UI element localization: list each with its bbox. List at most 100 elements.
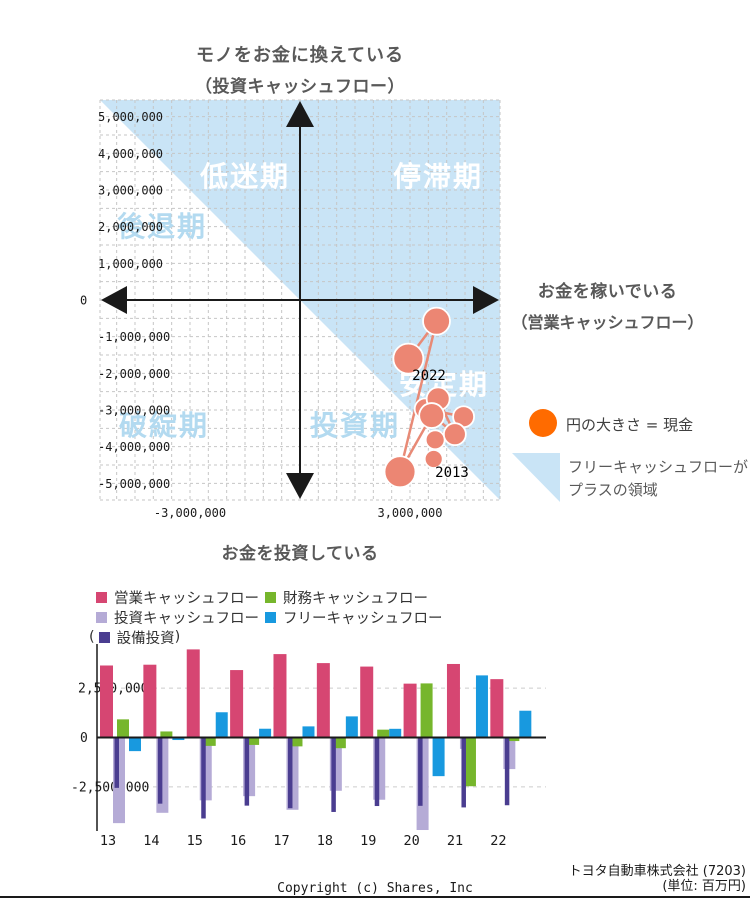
bar-operating-20 <box>403 683 417 738</box>
scatter-point-2018 <box>425 386 451 412</box>
scatter-x-axis-title: お金を稼いでいる （営業キャッシュフロー） <box>500 277 715 333</box>
bar-free-18 <box>345 716 358 738</box>
y-tick-label: 5,000,000 <box>98 110 163 124</box>
scatter-trail-line <box>398 319 465 474</box>
investing-cf-swatch <box>96 611 107 623</box>
positive-area-legend-line2: プラスの領域 <box>568 481 658 499</box>
operating-cf-label: 営業キャッシュフロー <box>114 590 259 607</box>
series-operating <box>100 649 504 738</box>
y-tick-label: -1,000,000 <box>98 330 170 344</box>
y-tick-label: 0 <box>80 731 88 746</box>
unit-label: (単位: 百万円) <box>662 879 746 894</box>
y-tick-label: -3,000,000 <box>98 404 170 418</box>
bar-operating-21 <box>446 663 460 738</box>
bar-capex-21 <box>461 737 466 808</box>
bar-axes <box>96 644 546 831</box>
left-arrow-icon <box>101 286 127 314</box>
scatter-point-2019 <box>418 402 446 429</box>
scatter-point-2021 <box>422 306 451 336</box>
x-category-label-21: 21 <box>447 833 463 849</box>
legend-row-2: 投資キャッシュフロー フリーキャッシュフロー <box>96 607 456 627</box>
scatter-point-2014 <box>424 429 446 451</box>
x-category-label-14: 14 <box>143 833 159 849</box>
scatter-point-2022 <box>392 342 425 375</box>
bar-chart-legend: 営業キャッシュフロー 財務キャッシュフロー 投資キャッシュフロー フリーキャッシ… <box>89 587 456 647</box>
bar-free-20 <box>432 737 445 777</box>
legend-row-3: ( 設備投資 ) <box>89 627 456 647</box>
bar-capex-20 <box>418 737 423 806</box>
bar-free-21 <box>475 675 488 738</box>
y-tick-label: 0 <box>80 294 87 308</box>
legend-item-operating-cf: 営業キャッシュフロー <box>96 587 265 608</box>
quadrant-label-低迷期: 低迷期 <box>199 160 290 193</box>
series-free <box>129 675 532 777</box>
y-tick-label: -2,500,000 <box>71 780 149 795</box>
bar-investing-18 <box>329 737 342 791</box>
x-category-label-20: 20 <box>403 833 419 849</box>
scatter-point-2020 <box>383 455 417 489</box>
x-category-label-18: 18 <box>317 833 333 849</box>
copyright-text: Copyright (c) Shares, Inc <box>277 881 473 896</box>
scatter-bubbles <box>383 306 475 489</box>
bar-financing-19 <box>377 729 390 738</box>
bar-series <box>100 649 532 831</box>
legend-item-investing-cf: 投資キャッシュフロー <box>96 607 265 628</box>
bar-financing-14 <box>160 731 173 738</box>
y-tick-label: -5,000,000 <box>98 477 170 491</box>
free-cf-swatch <box>265 611 276 623</box>
capex-swatch <box>98 631 110 643</box>
scatter-y-axis-title-line1: モノをお金に換えている <box>195 45 405 66</box>
quadrant-label-投資期: 投資期 <box>310 409 400 442</box>
x-category-label-15: 15 <box>187 833 203 849</box>
bar-operating-17 <box>273 654 287 738</box>
bottom-border <box>0 896 750 898</box>
bar-free-17 <box>302 726 315 738</box>
investing-cf-label: 投資キャッシュフロー <box>114 610 259 627</box>
legend-row-1: 営業キャッシュフロー 財務キャッシュフロー <box>96 587 456 607</box>
y-tick-label: 4,000,000 <box>98 147 163 161</box>
company-name: トヨタ自動車株式会社 (7203) <box>568 864 746 879</box>
bar-financing-21 <box>463 737 476 787</box>
bar-capex-18 <box>331 737 336 812</box>
bar-investing-22 <box>503 737 516 770</box>
bar-operating-22 <box>490 679 504 738</box>
scatter-point-2016 <box>413 397 437 421</box>
bar-capex-17 <box>287 737 293 809</box>
bar-capex-22 <box>504 737 510 806</box>
bar-operating-15 <box>186 649 200 738</box>
bar-grid <box>97 687 546 788</box>
bar-free-15 <box>215 712 228 738</box>
x-category-label-17: 17 <box>273 833 289 849</box>
x-category-label-22: 22 <box>490 833 506 849</box>
bar-investing-14 <box>156 737 169 813</box>
bubble-size-legend-icon <box>529 409 557 437</box>
bar-financing-17 <box>290 737 303 747</box>
x-tick-label: 3,000,000 <box>377 506 442 520</box>
bar-x-labels: 13 14 15 16 17 18 19 20 21 22 <box>100 833 507 849</box>
bubble-size-legend-label: 円の大きさ = 現金 <box>566 416 694 434</box>
financing-cf-label: 財務キャッシュフロー <box>283 590 428 607</box>
bar-investing-19 <box>373 737 386 800</box>
x-category-label-19: 19 <box>360 833 376 849</box>
bar-capex-16 <box>244 737 250 806</box>
bar-capex-19 <box>374 737 380 807</box>
y-tick-label: -4,000,000 <box>98 440 170 454</box>
bar-capex-15 <box>201 737 206 819</box>
bar-investing-16 <box>243 737 256 797</box>
quadrant-label-停滞期: 停滞期 <box>393 160 483 193</box>
scatter-x-axis-title-line2: （営業キャッシュフロー） <box>511 313 704 332</box>
bar-free-14 <box>172 737 185 741</box>
free-cf-label: フリーキャッシュフロー <box>283 610 443 627</box>
scatter-tick-labels: 5,000,000 4,000,000 3,000,000 2,000,000 1,00… <box>80 110 443 520</box>
scatter-axes <box>101 101 499 499</box>
quadrant-label-破綻期: 破綻期 <box>119 409 209 442</box>
legend-item-free-cf: フリーキャッシュフロー <box>265 607 443 628</box>
bar-financing-13 <box>117 719 129 738</box>
y-tick-label: 2,000,000 <box>98 220 163 234</box>
bar-plot: 2,500,000 0 -2,500,000 13 14 15 16 17 18 19 20 21 22 <box>71 644 546 849</box>
bar-operating-18 <box>316 663 330 738</box>
scatter-point-2013 <box>423 449 444 469</box>
